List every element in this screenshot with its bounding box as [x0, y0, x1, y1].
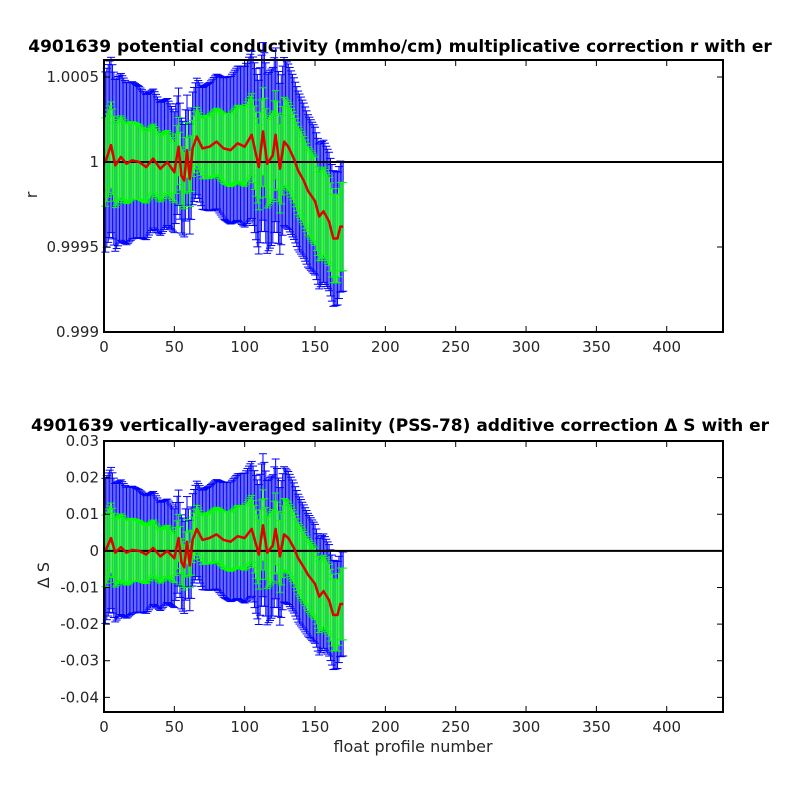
x-tick-label: 400	[652, 338, 681, 356]
y-tick-label: -0.02	[60, 615, 99, 633]
y-tick-label: -0.04	[60, 688, 99, 706]
x-tick-label: 150	[301, 718, 330, 736]
panel-salinity-correction: 4901639 vertically-averaged salinity (PS…	[31, 416, 770, 756]
chart-title: 4901639 vertically-averaged salinity (PS…	[31, 416, 770, 436]
correction-series-line	[104, 523, 344, 617]
x-tick-label: 300	[512, 338, 541, 356]
correction-series-line	[104, 130, 344, 240]
chart-title: 4901639 potential conductivity (mmho/cm)…	[28, 37, 772, 57]
axes-frame	[103, 59, 724, 333]
x-tick-label: 350	[582, 338, 611, 356]
y-tick-label: 0.03	[66, 432, 99, 450]
y-tick-label: 0.999	[56, 323, 99, 341]
y-tick-label: -0.01	[60, 578, 99, 596]
outer-error-bars	[101, 42, 348, 307]
x-tick-label: 50	[165, 338, 184, 356]
plot-area: 0 50 100 150 200 250 300 350 400 0.999 0.9995 1 1.00…	[47, 42, 724, 356]
x-tick-label: 200	[371, 338, 400, 356]
inner-error-bars	[101, 489, 348, 652]
x-tick-label: 100	[230, 338, 259, 356]
x-tick-label: 200	[371, 718, 400, 736]
x-tick-label: 300	[512, 718, 541, 736]
x-tick-label: 350	[582, 718, 611, 736]
x-tick-label: 100	[230, 718, 259, 736]
y-tick-label: -0.03	[60, 652, 99, 670]
y-tick-label: 1	[89, 153, 99, 171]
plot-area: 0 50 100 150 200 250 300 350 400 -0.04 -0.03 -0.02 -…	[60, 432, 724, 736]
y-tick-label: 0.9995	[47, 238, 100, 256]
y-axis-label: Δ S	[34, 562, 53, 588]
y-tick-label: 0.01	[66, 505, 99, 523]
outer-error-bars	[101, 453, 348, 671]
x-tick-label: 0	[99, 718, 109, 736]
y-tick-label: 1.0005	[47, 68, 100, 86]
panel-conductivity-correction: 4901639 potential conductivity (mmho/cm)…	[22, 37, 772, 356]
axes-frame	[103, 440, 724, 713]
x-tick-label: 150	[301, 338, 330, 356]
x-tick-label: 250	[441, 718, 470, 736]
y-axis-label: r	[22, 191, 41, 198]
y-tick-label: 0.02	[66, 469, 99, 487]
x-tick-label: 0	[99, 338, 109, 356]
x-tick-label: 400	[652, 718, 681, 736]
x-tick-label: 250	[441, 338, 470, 356]
x-axis-label: float profile number	[333, 737, 493, 756]
x-tick-label: 50	[165, 718, 184, 736]
y-tick-label: 0	[89, 542, 99, 560]
